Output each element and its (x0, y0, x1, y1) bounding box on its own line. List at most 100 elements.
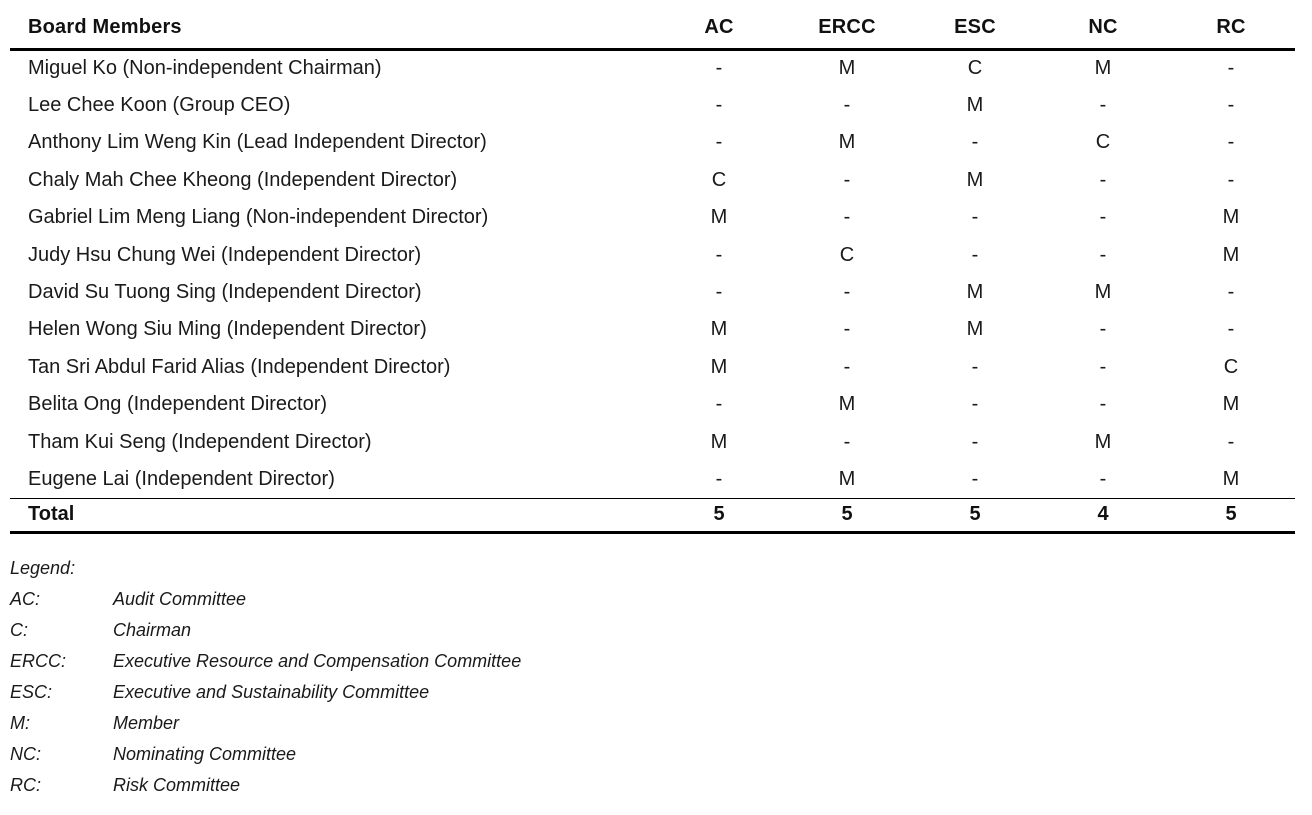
rc-column-header: RC (1167, 10, 1295, 51)
board-committee-table: Board Members AC ERCC ESC NC RC Miguel K… (10, 10, 1295, 534)
committee-role-cell: - (715, 57, 723, 80)
committee-role-cell: - (971, 393, 979, 416)
committee-role-cell: M (1222, 467, 1240, 490)
committee-role-cell: - (843, 168, 851, 191)
committee-role-cell: C (967, 57, 983, 80)
legend-description: Member (113, 712, 180, 733)
committee-role-cell: - (843, 355, 851, 378)
committee-role-cell: - (971, 467, 979, 490)
committee-role-cell: - (1099, 355, 1107, 378)
committee-role-cell: M (710, 318, 728, 341)
committee-role-cell: - (1099, 168, 1107, 191)
committee-role-cell: - (1227, 430, 1235, 453)
table-row: Tham Kui Seng (Independent Director) M - - M… (10, 423, 1295, 460)
committee-role-cell: - (715, 243, 723, 266)
legend-description: Nominating Committee (113, 743, 297, 764)
committee-role-cell: - (1099, 318, 1107, 341)
committee-role-cell: M (1222, 243, 1240, 266)
committee-role-cell: - (1227, 318, 1235, 341)
legend-description: Chairman (113, 619, 192, 640)
committee-role-cell: - (843, 94, 851, 117)
table-row: Tan Sri Abdul Farid Alias (Independent D… (10, 349, 1295, 386)
legend-item: ERCC: Executive Resource and Compensation… (10, 646, 1312, 677)
board-member-name: Miguel Ko (Non-independent Chairman) (28, 57, 382, 80)
committee-role-cell: - (1227, 131, 1235, 154)
table-footer: Total 5 5 5 4 5 (10, 497, 1295, 534)
legend-abbreviation: M: (10, 712, 30, 733)
committee-role-cell: M (838, 131, 856, 154)
legend-description: Executive Resource and Compensation Comm… (113, 650, 522, 671)
legend-description: Audit Committee (113, 588, 247, 609)
board-member-name: Gabriel Lim Meng Liang (Non-independent … (28, 206, 489, 229)
committee-role-cell: - (971, 131, 979, 154)
committee-role-cell: - (715, 281, 723, 304)
table-row: Gabriel Lim Meng Liang (Non-independent … (10, 199, 1295, 236)
table-row: David Su Tuong Sing (Independent Directo… (10, 274, 1295, 311)
committee-role-cell: M (710, 206, 728, 229)
table-body: Miguel Ko (Non-independent Chairman) - M C M… (10, 50, 1295, 499)
board-member-name: Lee Chee Koon (Group CEO) (28, 94, 291, 117)
committee-role-cell: M (966, 281, 984, 304)
table-row: Eugene Lai (Independent Director) - M - - M (10, 461, 1295, 498)
board-member-name: Tham Kui Seng (Independent Director) (28, 430, 372, 453)
committee-role-cell: - (971, 243, 979, 266)
committee-role-cell: - (971, 355, 979, 378)
committee-role-cell: M (1222, 206, 1240, 229)
committee-role-cell: C (1095, 131, 1111, 154)
total-row: Total 5 5 5 4 5 (10, 497, 1295, 534)
nc-column-header: NC (1039, 10, 1167, 51)
committee-role-cell: - (1227, 281, 1235, 304)
legend-abbreviation: NC: (10, 743, 41, 764)
committee-role-cell: - (843, 206, 851, 229)
total-esc: 5 (911, 497, 1039, 534)
legend-abbreviation: AC: (10, 588, 41, 609)
committee-role-cell: - (843, 318, 851, 341)
committee-role-cell: - (1099, 467, 1107, 490)
committee-role-cell: C (1223, 355, 1239, 378)
legend-item: RC: Risk Committee (10, 770, 1312, 801)
legend-item: C: Chairman (10, 615, 1312, 646)
board-member-name: Tan Sri Abdul Farid Alias (Independent D… (28, 355, 451, 378)
committee-role-cell: - (715, 467, 723, 490)
legend-abbreviation: RC: (10, 774, 41, 795)
board-member-name: Chaly Mah Chee Kheong (Independent Direc… (28, 168, 458, 191)
board-member-name: Judy Hsu Chung Wei (Independent Director… (28, 243, 422, 266)
committee-role-cell: M (710, 430, 728, 453)
board-member-name: Helen Wong Siu Ming (Independent Directo… (28, 318, 427, 341)
legend: Legend: AC: Audit Committee C: Chairman ERCC… (10, 553, 1312, 801)
esc-column-header: ESC (911, 10, 1039, 51)
committee-role-cell: M (710, 355, 728, 378)
legend-item: M: Member (10, 708, 1312, 739)
committee-role-cell: - (1227, 94, 1235, 117)
legend-description: Executive and Sustainability Committee (113, 681, 430, 702)
header-row: Board Members AC ERCC ESC NC RC (10, 10, 1295, 51)
committee-role-cell: M (966, 318, 984, 341)
total-ac: 5 (655, 497, 783, 534)
legend-item: AC: Audit Committee (10, 584, 1312, 615)
committee-role-cell: C (839, 243, 855, 266)
committee-role-cell: - (1099, 206, 1107, 229)
committee-role-cell: - (971, 430, 979, 453)
committee-role-cell: M (966, 168, 984, 191)
committee-role-cell: M (1222, 393, 1240, 416)
committee-role-cell: M (1094, 281, 1112, 304)
table-row: Helen Wong Siu Ming (Independent Directo… (10, 311, 1295, 348)
ac-column-header: AC (655, 10, 783, 51)
legend-abbreviation: ERCC: (10, 650, 67, 671)
table-row: Belita Ong (Independent Director) - M - - M (10, 386, 1295, 423)
committee-role-cell: - (843, 430, 851, 453)
committee-role-cell: - (843, 281, 851, 304)
committee-role-cell: M (838, 467, 856, 490)
committee-role-cell: - (971, 206, 979, 229)
total-ercc: 5 (783, 497, 911, 534)
committee-role-cell: - (715, 131, 723, 154)
ercc-column-header: ERCC (783, 10, 911, 51)
committee-role-cell: M (966, 94, 984, 117)
total-rc: 5 (1167, 497, 1295, 534)
committee-role-cell: M (1094, 57, 1112, 80)
total-label: Total (10, 497, 655, 534)
board-members-column-header: Board Members (10, 10, 655, 51)
committee-role-cell: - (1227, 168, 1235, 191)
board-member-name: Anthony Lim Weng Kin (Lead Independent D… (28, 131, 487, 154)
